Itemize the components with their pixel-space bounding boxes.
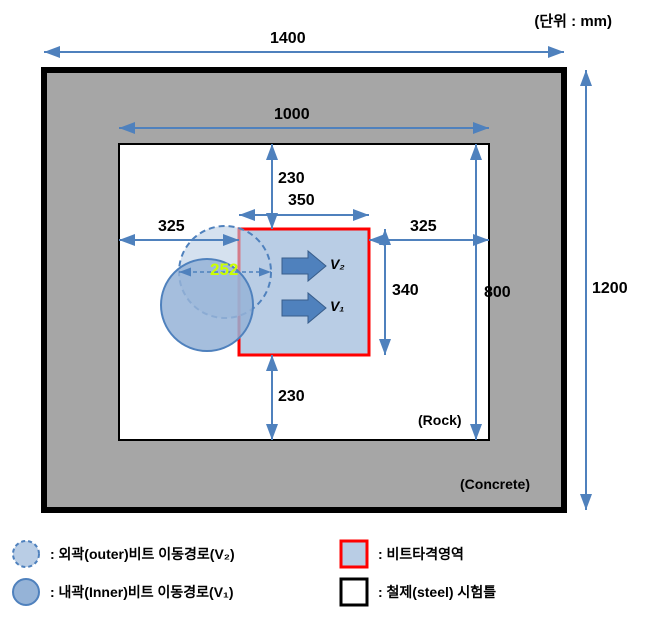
label-325-right: 325 [410,218,437,236]
label-v2: V₂ [330,256,345,272]
label-252: 252 [210,260,238,280]
label-800: 800 [484,284,511,302]
legend-swatch-redbox-icon [338,538,370,570]
label-rock: (Rock) [418,412,462,428]
legend-swatch-steel-icon [338,576,370,608]
legend: : 외곽(outer)비트 이동경로(V₂) : 비트타격영역 : 내곽(Inn… [10,538,648,608]
label-350: 350 [288,192,315,210]
label-v1: V₁ [330,298,344,314]
unit-label: (단위 : mm) [534,10,612,31]
legend-swatch-outer-icon [10,538,42,570]
diagram-svg [10,10,628,530]
label-340: 340 [392,282,419,300]
legend-inner-bit: : 내곽(Inner)비트 이동경로(V₁) [50,582,330,602]
legend-steel-frame: : 철제(steel) 시험틀 [378,582,496,602]
label-1000: 1000 [274,106,310,124]
legend-outer-bit: : 외곽(outer)비트 이동경로(V₂) [50,544,330,564]
label-230-top: 230 [278,170,305,188]
label-1200: 1200 [592,280,628,298]
label-concrete: (Concrete) [460,476,530,492]
engineering-diagram: (단위 : mm) [10,10,628,530]
legend-hit-area: : 비트타격영역 [378,544,464,564]
inner-bit-circle [161,259,253,351]
label-325-left: 325 [158,218,185,236]
label-1400: 1400 [270,30,306,48]
label-230-bottom: 230 [278,388,305,406]
legend-swatch-inner-icon [10,576,42,608]
